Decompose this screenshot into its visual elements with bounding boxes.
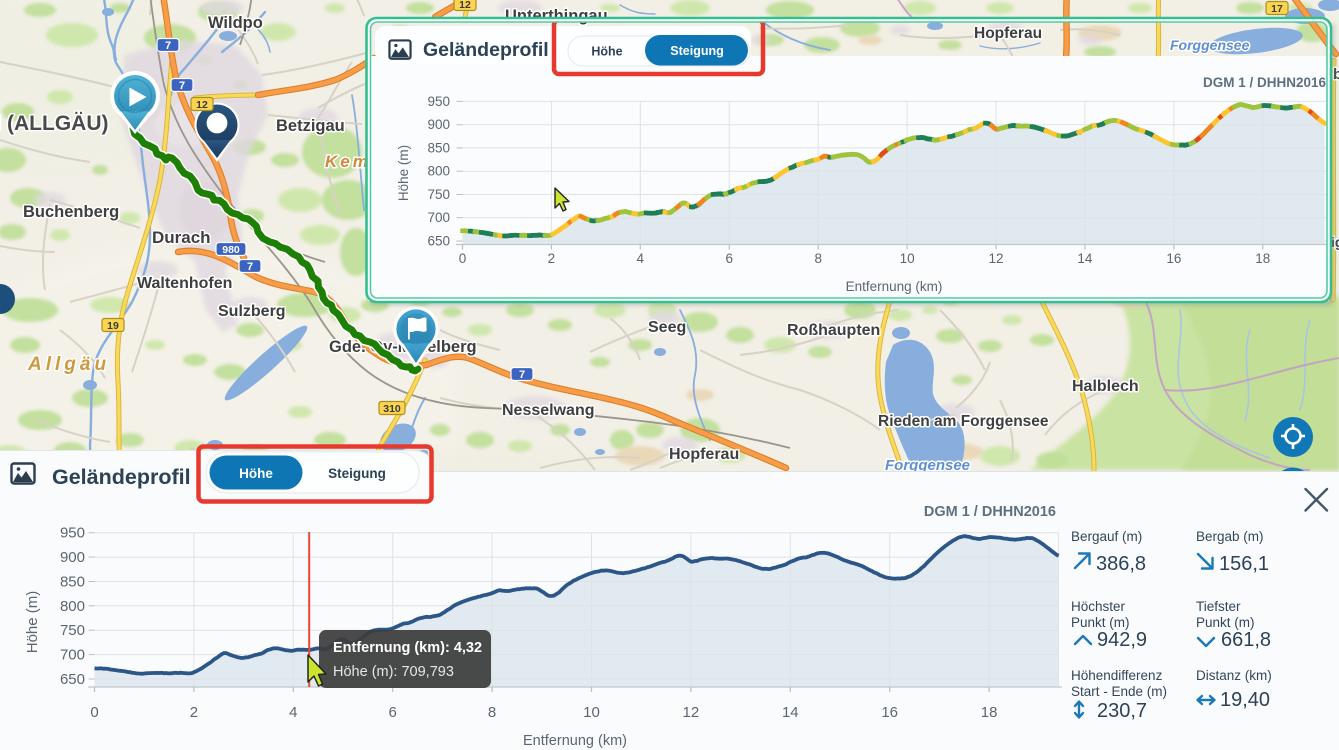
svg-text:17: 17 [1271,3,1283,15]
svg-text:14: 14 [1077,251,1093,266]
svg-text:Hopferau: Hopferau [974,25,1042,42]
svg-text:Höhe: Höhe [239,466,273,481]
svg-text:6: 6 [389,704,397,721]
svg-text:750: 750 [60,622,85,639]
svg-text:Seeg: Seeg [648,319,686,336]
svg-text:700: 700 [60,647,85,664]
svg-text:Forggensee: Forggensee [1170,37,1250,53]
svg-text:4: 4 [637,251,645,266]
svg-text:156,1: 156,1 [1219,553,1269,575]
svg-text:12: 12 [683,704,700,721]
svg-text:Entfernung (km): Entfernung (km) [523,733,627,749]
svg-text:Kem: Kem [325,152,371,171]
svg-text:N (ALLGÄU): N (ALLGÄU) [0,112,108,135]
svg-text:Bergauf (m): Bergauf (m) [1071,529,1142,544]
svg-text:2: 2 [548,251,556,266]
svg-text:0: 0 [459,251,467,266]
svg-text:19,40: 19,40 [1220,689,1270,711]
svg-text:16: 16 [1166,251,1181,266]
svg-text:12: 12 [988,251,1003,266]
svg-text:650: 650 [427,234,450,249]
svg-text:Steigung: Steigung [670,44,723,58]
svg-text:Tiefster: Tiefster [1196,599,1241,614]
svg-text:8: 8 [814,251,822,266]
svg-text:7: 7 [165,40,171,52]
svg-text:850: 850 [60,574,85,591]
svg-text:18: 18 [981,704,998,721]
svg-text:Steigung: Steigung [328,466,386,481]
svg-text:800: 800 [427,164,450,179]
svg-text:950: 950 [60,525,85,542]
svg-text:Geländeprofil: Geländeprofil [423,39,549,61]
svg-text:950: 950 [427,94,450,109]
svg-text:942,9: 942,9 [1097,629,1147,651]
svg-text:Höhe: Höhe [591,45,622,59]
svg-text:18: 18 [1255,251,1270,266]
svg-text:Distanz (km): Distanz (km) [1196,668,1272,683]
svg-text:Nesselwang: Nesselwang [502,402,594,419]
svg-text:800: 800 [60,598,85,615]
svg-text:Punkt (m): Punkt (m) [1196,615,1255,630]
svg-text:Geländeprofil: Geländeprofil [52,465,191,489]
svg-text:Buchenberg: Buchenberg [23,203,119,221]
svg-text:Rieden am Forggensee: Rieden am Forggensee [878,413,1049,430]
svg-text:850: 850 [427,140,450,155]
svg-text:Höchster: Höchster [1071,599,1126,614]
svg-text:Betzigau: Betzigau [276,117,345,135]
svg-text:Wildpo: Wildpo [208,14,263,32]
svg-text:2: 2 [190,704,198,721]
svg-text:Sulzberg: Sulzberg [218,303,286,320]
svg-text:900: 900 [427,117,450,132]
svg-text:750: 750 [427,187,450,202]
svg-text:Roßhaupten: Roßhaupten [787,322,880,339]
svg-text:12: 12 [196,99,208,111]
svg-text:DGM 1 / DHHN2016: DGM 1 / DHHN2016 [1203,75,1327,90]
svg-text:Höhe (m): 709,793: Höhe (m): 709,793 [333,664,454,680]
svg-text:6: 6 [726,251,734,266]
svg-text:b: b [1333,66,1339,83]
svg-text:Start - Ende (m): Start - Ende (m) [1071,684,1167,699]
svg-text:10: 10 [900,251,915,266]
svg-text:DGM 1 / DHHN2016: DGM 1 / DHHN2016 [924,504,1056,520]
svg-text:Halblech: Halblech [1072,378,1139,395]
svg-text:Allgäu: Allgäu [27,354,110,375]
svg-text:Hopferau: Hopferau [669,446,739,463]
svg-text:14: 14 [782,704,799,721]
svg-text:900: 900 [60,549,85,566]
svg-text:Entfernung (km): 4,32: Entfernung (km): 4,32 [333,640,482,656]
svg-text:Höhendifferenz: Höhendifferenz [1071,668,1163,683]
svg-text:980: 980 [222,244,240,256]
svg-text:Forggensee: Forggensee [885,457,970,474]
svg-text:4: 4 [289,704,297,721]
svg-text:Entfernung (km): Entfernung (km) [846,279,943,294]
svg-text:10: 10 [583,704,600,721]
svg-text:Höhe (m): Höhe (m) [24,591,41,654]
svg-text:16: 16 [881,704,898,721]
svg-text:700: 700 [427,210,450,225]
svg-text:386,8: 386,8 [1096,553,1146,575]
svg-text:7: 7 [179,80,185,92]
svg-text:Waltenhofen: Waltenhofen [137,275,232,292]
svg-text:7: 7 [247,261,253,273]
svg-text:310: 310 [383,403,401,415]
svg-text:8: 8 [488,704,496,721]
svg-text:Punkt (m): Punkt (m) [1071,615,1130,630]
svg-text:Bergab (m): Bergab (m) [1196,529,1264,544]
svg-text:661,8: 661,8 [1221,629,1271,651]
svg-text:0: 0 [90,704,98,721]
svg-text:Durach: Durach [152,228,211,247]
svg-text:19: 19 [107,320,119,332]
svg-text:650: 650 [60,671,85,688]
svg-text:Höhe (m): Höhe (m) [396,145,411,201]
svg-text:230,7: 230,7 [1097,700,1147,722]
svg-text:7: 7 [519,369,525,381]
svg-text:12: 12 [459,0,471,11]
